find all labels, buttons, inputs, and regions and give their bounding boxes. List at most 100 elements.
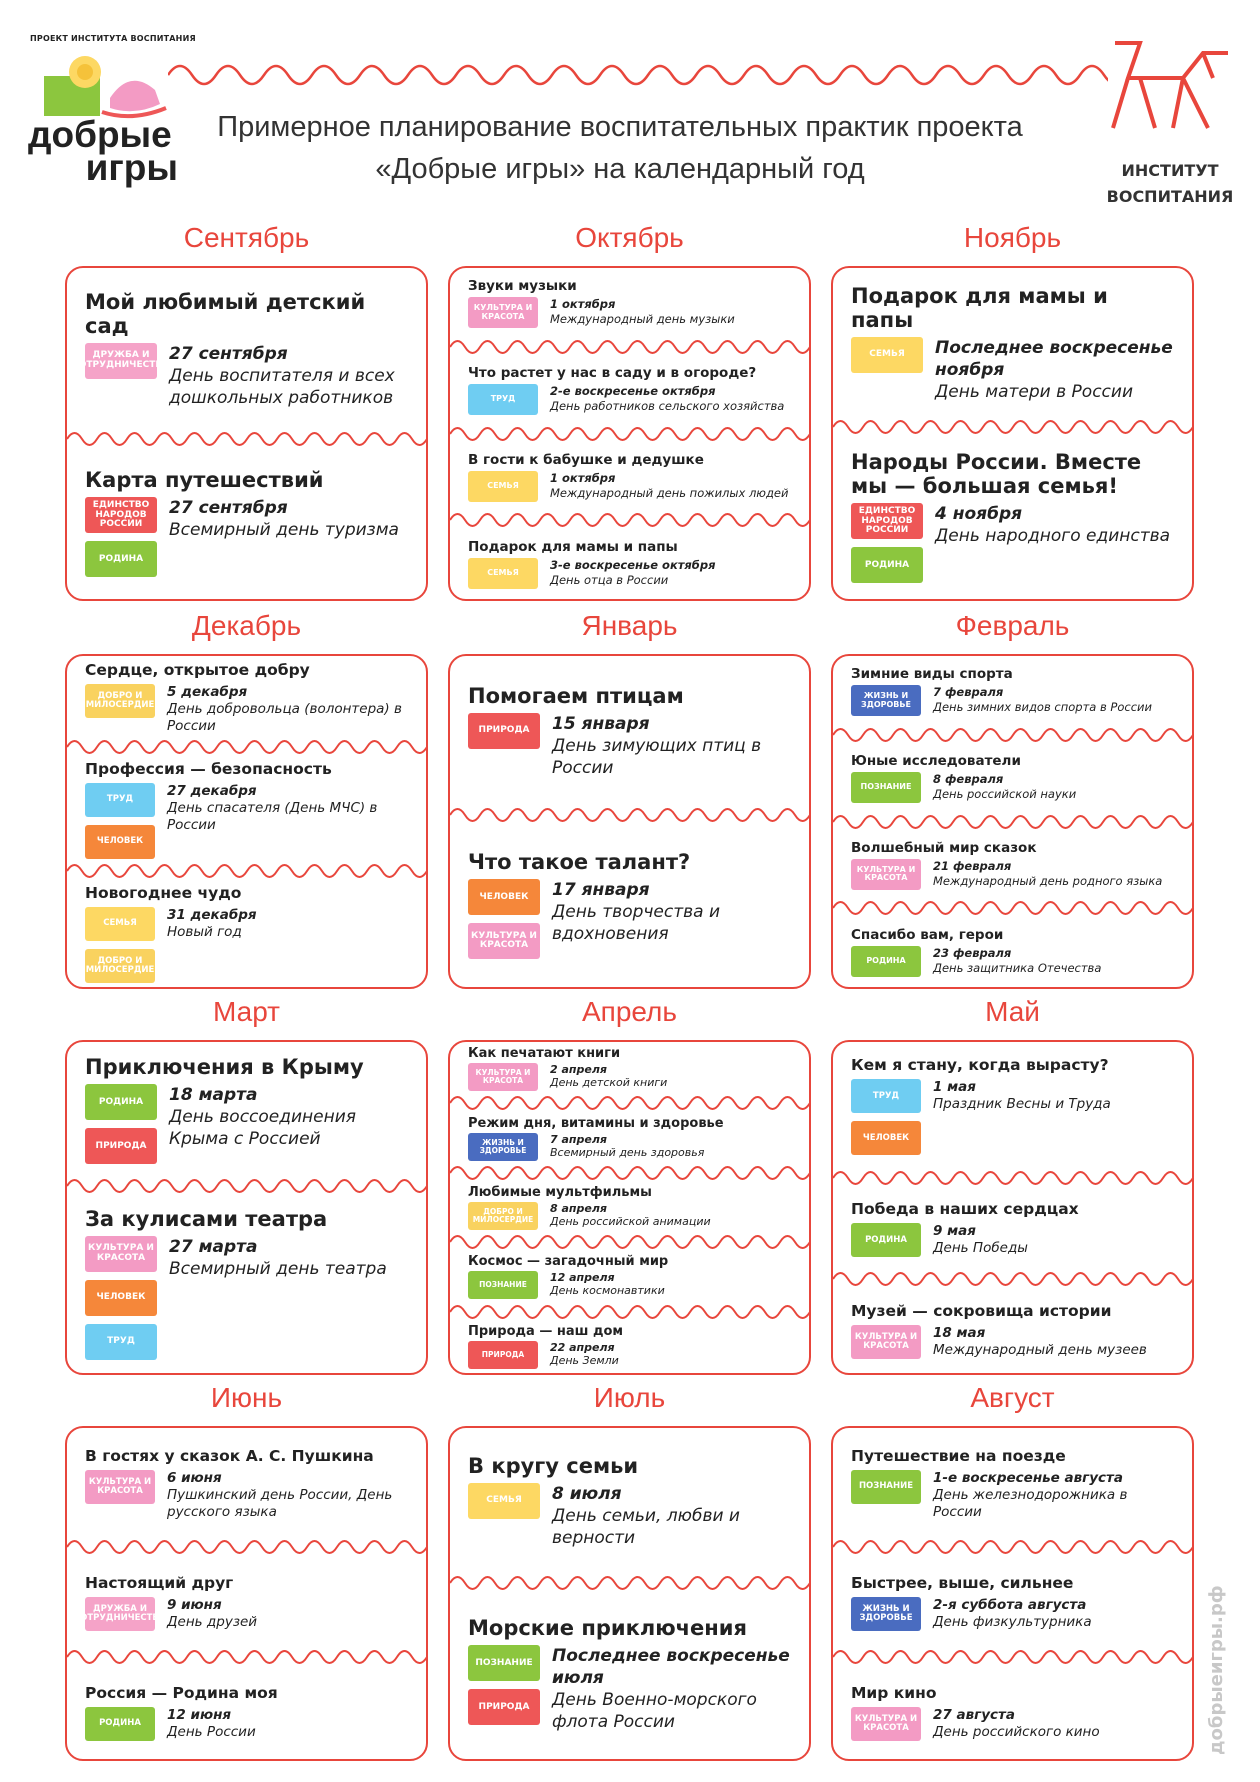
event: Как печатают книги КУЛЬТУРА И КРАСОТА 2 ап… xyxy=(450,1046,809,1092)
title-line: «Добрые игры» на календарный год xyxy=(375,153,865,185)
event-text: 27 декабря День спасателя (День МЧС) в Ро… xyxy=(167,783,408,859)
event-text: 21 февраля Международный день родного язы… xyxy=(933,859,1162,890)
event: Новогоднее чудо СЕМЬЯ ДОБРО И МИЛОСЕРДИЕ 31… xyxy=(67,884,426,983)
event-description: Международный день пожилых людей xyxy=(550,485,789,500)
event-text: 6 июня Пушкинский день России, День русск… xyxy=(167,1470,408,1521)
event-row: КУЛЬТУРА И КРАСОТА 2 апреля День детской к… xyxy=(468,1063,791,1092)
tag-list: СЕМЬЯ ДОБРО И МИЛОСЕРДИЕ xyxy=(85,906,155,983)
event: Спасибо вам, герои РОДИНА 23 февраля День з… xyxy=(833,927,1192,977)
divider xyxy=(833,1650,1192,1664)
event-description: День детской книги xyxy=(550,1076,668,1090)
event-date: 27 декабря xyxy=(167,782,257,799)
tag: ЖИЗНЬ И ЗДОРОВЬЕ xyxy=(851,685,921,717)
tag-list: ПРИРОДА xyxy=(468,1340,538,1369)
month-card: В кругу семьи СЕМЬЯ 8 июля День семьи, любв… xyxy=(448,1426,811,1761)
tag: ТРУД xyxy=(85,782,155,817)
event-description: Всемирный день здоровья xyxy=(550,1145,705,1159)
event-title: Природа — наш дом xyxy=(468,1323,623,1339)
tag-list: ЖИЗНЬ И ЗДОРОВЬЕ xyxy=(851,1596,921,1631)
tag-list: ЧЕЛОВЕК КУЛЬТУРА И КРАСОТА xyxy=(468,879,540,960)
event: Зимние виды спорта ЖИЗНЬ И ЗДОРОВЬЕ 7 февр… xyxy=(833,666,1192,717)
event-row: ДОБРО И МИЛОСЕРДИЕ 5 декабря День добровол… xyxy=(85,683,408,735)
event-text: 8 февраля День российской науки xyxy=(933,772,1076,803)
event-row: ТРУД 2-е воскресенье октября День работник… xyxy=(468,384,791,416)
event-date: 18 марта xyxy=(169,1085,258,1106)
tag-list: РОДИНА xyxy=(851,1222,921,1257)
divider xyxy=(450,513,809,528)
event-text: 27 марта Всемирный день театра xyxy=(169,1236,387,1360)
divider xyxy=(67,1178,426,1193)
event-date: 8 апреля xyxy=(550,1201,607,1215)
event-date: 2-я суббота августа xyxy=(933,1596,1087,1613)
event-date: 4 ноября xyxy=(935,504,1023,525)
month-name: Август xyxy=(970,1382,1055,1413)
event-title: В кругу семьи xyxy=(468,1453,639,1478)
event-row: КУЛЬТУРА И КРАСОТА ЧЕЛОВЕК ТРУД 27 марта Все… xyxy=(85,1235,408,1360)
event: Что растет у нас в саду и в огороде? ТРУД… xyxy=(450,365,809,416)
event-date: 1 октября xyxy=(550,470,616,485)
event-date: 21 февраля xyxy=(933,858,1012,873)
event-date: 17 января xyxy=(552,880,650,901)
tag-list: ТРУД ЧЕЛОВЕК xyxy=(851,1079,921,1156)
event-text: 7 апреля Всемирный день здоровья xyxy=(550,1133,704,1161)
event-date: 27 сентября xyxy=(169,343,288,364)
event-description: День воссоединения Крыма с Россией xyxy=(169,1107,357,1150)
event-row: КУЛЬТУРА И КРАСОТА 6 июня Пушкинский день … xyxy=(85,1469,408,1521)
event-title: Народы России. Вместе мы — большая семья… xyxy=(851,450,1142,499)
tag: ПРИРОДА xyxy=(85,1128,157,1165)
event-row: ЧЕЛОВЕК КУЛЬТУРА И КРАСОТА 17 января День т… xyxy=(468,879,791,960)
event-title: Что растет у нас в саду и в огороде? xyxy=(468,365,757,382)
event: В гости к бабушке и дедушке СЕМЬЯ 1 октябр… xyxy=(450,452,809,502)
tag-list: ЖИЗНЬ И ЗДОРОВЬЕ xyxy=(851,685,921,717)
event-date: 12 апреля xyxy=(550,1271,615,1285)
tag: РОДИНА xyxy=(85,1706,155,1741)
tag-list: ДРУЖБА И СОТРУДНИЧЕСТВО xyxy=(72,342,170,409)
event-title: Подарок для мамы и папы xyxy=(468,538,678,555)
month-name: Июнь xyxy=(210,1382,283,1413)
tag: КУЛЬТУРА И КРАСОТА xyxy=(85,1235,157,1272)
tag-list: ДОБРО И МИЛОСЕРДИЕ xyxy=(85,683,155,735)
event-title: Настоящий друг xyxy=(85,1573,234,1592)
event-description: День российского кино xyxy=(933,1723,1100,1740)
tag: СЕМЬЯ xyxy=(85,906,155,941)
event-description: Всемирный день театра xyxy=(169,1258,387,1279)
event-date: 31 декабря xyxy=(167,906,257,923)
tag-list: КУЛЬТУРА И КРАСОТА xyxy=(851,1706,921,1741)
divider xyxy=(450,1165,809,1180)
event-description: Новый год xyxy=(167,923,242,940)
tag: ЕДИНСТВО НАРОДОВ РОССИИ xyxy=(85,497,157,534)
event-description: Всемирный день туризма xyxy=(169,520,399,541)
tag-list: ТРУД xyxy=(468,384,538,416)
event-description: День воспитателя и всех дошкольных работ… xyxy=(169,365,395,408)
event-description: Международный день музеев xyxy=(933,1341,1147,1358)
event-text: 2-е воскресенье октября День работников с… xyxy=(550,384,784,415)
tag: ТРУД xyxy=(468,384,538,416)
event: Подарок для мамы и папы СЕМЬЯ Последнее во… xyxy=(833,284,1192,403)
month-name: Май xyxy=(985,996,1040,1027)
tag: ПРИРОДА xyxy=(468,712,540,749)
event-description: День творчества и вдохновения xyxy=(552,902,721,945)
tag: СЕМЬЯ xyxy=(851,336,923,373)
tag-list: СЕМЬЯ xyxy=(468,557,538,589)
event-date: 5 декабря xyxy=(167,683,248,700)
event-row: ПОЗНАНИЕ ПРИРОДА Последнее воскресенье июл… xyxy=(468,1645,791,1733)
event-row: ПОЗНАНИЕ 12 апреля День космонавтики xyxy=(468,1271,791,1300)
divider xyxy=(67,1650,426,1664)
tag-list: ПОЗНАНИЕ xyxy=(851,772,921,804)
tag-list: ЕДИНСТВО НАРОДОВ РОССИИ РОДИНА xyxy=(851,503,923,584)
tag: ПОЗНАНИЕ xyxy=(468,1271,538,1300)
event-date: 7 апреля xyxy=(550,1132,607,1146)
event-description: Праздник Весны и Труда xyxy=(933,1096,1111,1113)
divider xyxy=(450,1096,809,1111)
event-row: ДРУЖБА И СОТРУДНИЧЕСТВО 27 сентября День в… xyxy=(72,342,408,409)
event: Путешествие на поезде ПОЗНАНИЕ 1-е воскрес… xyxy=(833,1447,1192,1521)
tag: РОДИНА xyxy=(851,945,921,977)
event-date: 2-е воскресенье октября xyxy=(550,384,716,399)
tag-list: СЕМЬЯ xyxy=(851,336,923,403)
month-name: Ноябрь xyxy=(963,222,1062,253)
event-title: Россия — Родина моя xyxy=(85,1683,278,1702)
event-row: ПОЗНАНИЕ 1-е воскресенье августа День желе… xyxy=(851,1469,1174,1521)
event-text: 8 июля День семьи, любви и верности xyxy=(552,1483,791,1549)
month-card: Сердце, открытое добру ДОБРО И МИЛОСЕРДИЕ… xyxy=(65,654,428,989)
event-description: День отца в России xyxy=(550,572,669,587)
